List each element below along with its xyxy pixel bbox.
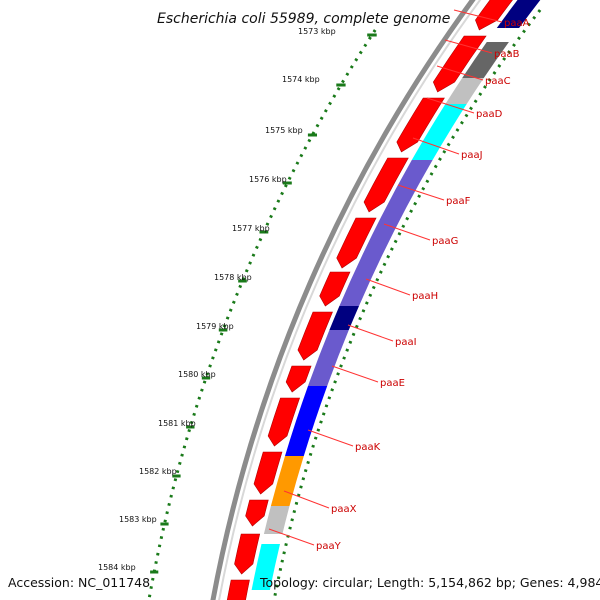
feature-track (251, 0, 541, 590)
leader-line (397, 184, 445, 201)
cds-arrow (267, 397, 301, 447)
leader-line (383, 223, 431, 241)
gene-label-paaX[interactable]: paaX (331, 504, 357, 515)
feature-block (263, 506, 290, 534)
gene-label-paaB[interactable]: paaB (494, 49, 520, 60)
ruler-label-1579: 1579 kbp (196, 322, 234, 331)
ruler-label-1580: 1580 kbp (178, 370, 216, 379)
feature-block (411, 104, 467, 160)
ruler-label-1584: 1584 kbp (98, 563, 136, 572)
gene-label-paaH[interactable]: paaH (412, 291, 438, 302)
leader-line (307, 429, 354, 447)
cds-arrow (234, 533, 261, 575)
ruler-label-1574: 1574 kbp (282, 75, 320, 84)
accession-text: Accession: NC_011748 (8, 575, 150, 590)
gene-labels: paaA paaB paaC paaD paaJ paaF paaG paaH … (316, 18, 530, 552)
gene-label-paaI[interactable]: paaI (395, 337, 417, 348)
leader-line (453, 9, 503, 23)
backbone-ring (210, 0, 482, 600)
feature-block (339, 160, 433, 306)
feature-block (486, 28, 520, 42)
feature-block (329, 306, 359, 330)
leader-line (331, 365, 379, 383)
ruler-dotted-arc (147, 29, 377, 600)
ruler-ticks (150, 33, 377, 574)
ruler-label-1582: 1582 kbp (139, 467, 177, 476)
ruler-label-1573: 1573 kbp (298, 27, 336, 36)
leader-line (365, 278, 411, 296)
backbone-highlight (218, 0, 482, 600)
leader-line (412, 137, 460, 155)
ruler-label-1578: 1578 kbp (214, 273, 252, 282)
gene-label-paaC[interactable]: paaC (485, 76, 511, 87)
feature-block (445, 78, 484, 104)
leader-line (436, 65, 484, 81)
gene-label-paaA[interactable]: paaA (504, 18, 530, 29)
feature-block (308, 330, 349, 386)
gene-label-paaD[interactable]: paaD (476, 109, 503, 120)
gene-label-paaE[interactable]: paaE (380, 378, 405, 389)
feature-block (496, 0, 541, 28)
gene-label-paaJ[interactable]: paaJ (461, 150, 483, 161)
leader-line (347, 324, 394, 342)
gene-label-paaG[interactable]: paaG (432, 236, 458, 247)
backbone-arc (210, 0, 476, 600)
cds-arrow (319, 271, 351, 307)
ruler-dotted-line (147, 29, 377, 600)
feature-block (270, 456, 304, 506)
cds-arrow (432, 35, 487, 93)
leader-line (426, 97, 475, 114)
ruler-label-1581: 1581 kbp (158, 419, 196, 428)
gene-label-paaF[interactable]: paaF (446, 196, 471, 207)
feature-block (251, 544, 280, 590)
cds-arrow (336, 217, 377, 269)
cds-arrow (297, 311, 333, 361)
ruler-label-1583: 1583 kbp (119, 515, 157, 524)
gene-label-paaY[interactable]: paaY (316, 541, 342, 552)
gene-label-paaK[interactable]: paaK (355, 442, 381, 453)
feature-block (462, 42, 509, 78)
ruler-tick-labels: 1573 kbp 1574 kbp 1575 kbp 1576 kbp 1577… (98, 27, 336, 572)
gene-label-leaders (268, 9, 503, 546)
genome-title: Escherichia coli 55989, complete genome (157, 11, 450, 27)
cds-arrow (363, 157, 409, 213)
cds-arrow (396, 97, 445, 153)
ruler-label-1575: 1575 kbp (265, 126, 303, 135)
ruler-label-1577: 1577 kbp (232, 224, 270, 233)
feature-block (285, 386, 328, 456)
leader-line (444, 39, 493, 54)
cds-track (226, 0, 513, 600)
cds-arrow (285, 365, 312, 393)
cds-arrow (226, 579, 250, 600)
cds-arrow (475, 0, 513, 31)
cds-arrow (245, 499, 269, 527)
genome-summary-text: Topology: circular; Length: 5,154,862 bp… (259, 575, 600, 590)
cds-arrow (253, 451, 283, 495)
leader-line (268, 528, 315, 546)
leader-line (283, 490, 330, 509)
ruler-label-1576: 1576 kbp (249, 175, 287, 184)
